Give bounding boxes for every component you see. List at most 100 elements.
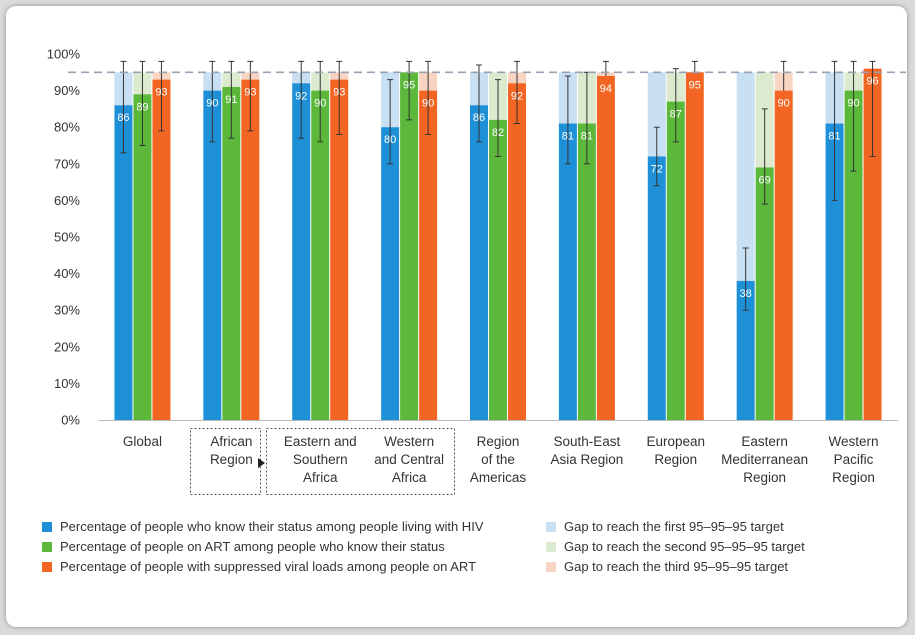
y-tick-label: 20% <box>54 339 80 354</box>
arrow-icon <box>258 458 265 468</box>
bar <box>330 79 349 421</box>
y-tick-label: 0% <box>61 413 80 428</box>
bar <box>863 68 882 420</box>
legend-gaps: Gap to reach the first 95–95–95 target G… <box>546 518 886 578</box>
bar <box>508 83 526 420</box>
legend-item-gap-third: Gap to reach the third 95–95–95 target <box>546 558 886 575</box>
legend-label: Percentage of people with suppressed vir… <box>60 559 477 574</box>
value-label: 94 <box>600 83 612 95</box>
value-label: 81 <box>562 131 574 143</box>
legend-label: Percentage of people on ART among people… <box>60 539 445 554</box>
category-label: European Region <box>646 434 705 467</box>
value-label: 92 <box>295 90 307 102</box>
bar <box>844 90 863 420</box>
value-label: 90 <box>314 98 326 110</box>
x-axis-labels: Global African Region Eastern and Southern Af… <box>123 434 879 485</box>
value-label: 72 <box>651 163 663 175</box>
category-label: African Region <box>210 434 253 467</box>
legend-swatch-light-orange <box>546 562 556 572</box>
value-label: 92 <box>511 90 523 102</box>
bar <box>736 280 755 420</box>
bar <box>114 105 133 421</box>
y-tick-label: 80% <box>54 120 80 135</box>
y-tick-label: 30% <box>54 303 80 318</box>
legend-swatch-light-blue <box>546 522 556 532</box>
bar <box>241 79 260 421</box>
value-label: 91 <box>225 94 237 106</box>
bar <box>774 90 793 420</box>
value-label: 90 <box>778 98 790 110</box>
bar <box>203 90 222 420</box>
bar <box>685 72 704 421</box>
bar <box>222 86 241 420</box>
bar <box>577 123 596 420</box>
category-label: Region of the Americas <box>470 434 527 485</box>
value-label: 89 <box>136 101 148 113</box>
legend-label: Percentage of people who know their stat… <box>60 519 484 534</box>
value-label: 38 <box>740 288 752 300</box>
legend-item-gap-first: Gap to reach the first 95–95–95 target <box>546 518 886 535</box>
bar <box>596 75 615 421</box>
value-label: 96 <box>866 76 878 88</box>
legend-swatch-blue <box>42 522 52 532</box>
gap-bar <box>647 72 666 157</box>
value-label: 81 <box>581 131 593 143</box>
legend-label: Gap to reach the third 95–95–95 target <box>564 559 789 574</box>
gap-bar <box>736 72 755 281</box>
legend-label: Gap to reach the first 95–95–95 target <box>564 519 784 534</box>
value-label: 90 <box>422 98 434 110</box>
bar <box>419 90 438 420</box>
value-label: 86 <box>473 112 485 124</box>
value-label: 86 <box>117 112 129 124</box>
legend-item-know-status: Percentage of people who know their stat… <box>42 518 512 535</box>
bar <box>292 83 311 420</box>
bar <box>825 123 844 420</box>
bar-chart: 0% 10% 20% 30% 40% 50% 60% 70% 80% 90% 100% 86 89 93… <box>47 47 906 495</box>
value-label: 82 <box>492 127 504 139</box>
value-labels: 86 89 93 90 91 93 92 90 93 80 95 90 86 82 92 81 81 94 72 87… <box>117 76 878 300</box>
category-label: Eastern Mediterranean Region <box>721 434 808 485</box>
y-tick-label: 90% <box>54 83 80 98</box>
y-axis: 0% 10% 20% 30% 40% 50% 60% 70% 80% 90% 100% <box>47 47 898 428</box>
value-label: 90 <box>206 98 218 110</box>
bar <box>755 167 774 420</box>
value-label: 90 <box>847 98 859 110</box>
bar <box>133 94 152 420</box>
value-label: 87 <box>670 109 682 121</box>
bar <box>470 105 488 421</box>
category-label: Eastern and Southern Africa <box>284 434 357 485</box>
legend-swatch-green <box>42 542 52 552</box>
legend-swatch-orange <box>42 562 52 572</box>
value-label: 95 <box>689 79 701 91</box>
y-tick-label: 50% <box>54 230 80 245</box>
bar <box>400 72 419 421</box>
y-tick-label: 70% <box>54 156 80 171</box>
value-label: 93 <box>244 87 256 99</box>
legend-bars: Percentage of people who know their stat… <box>42 518 512 578</box>
legend-swatch-light-green <box>546 542 556 552</box>
category-label: Global <box>123 434 162 449</box>
bar <box>381 127 400 420</box>
value-label: 93 <box>333 87 345 99</box>
value-label: 80 <box>384 134 396 146</box>
value-label: 69 <box>759 174 771 186</box>
legend-item-gap-second: Gap to reach the second 95–95–95 target <box>546 538 886 555</box>
y-tick-label: 10% <box>54 376 80 391</box>
bar <box>152 79 171 421</box>
legend-item-suppressed: Percentage of people with suppressed vir… <box>42 558 512 575</box>
value-label: 95 <box>403 79 415 91</box>
bar <box>489 119 507 420</box>
category-label: Western and Central Africa <box>374 434 444 485</box>
legend-label: Gap to reach the second 95–95–95 target <box>564 539 805 554</box>
subregion-bracket <box>266 428 455 495</box>
category-label: Western Pacific Region <box>829 434 879 485</box>
y-tick-label: 60% <box>54 193 80 208</box>
legend-item-on-art: Percentage of people on ART among people… <box>42 538 512 555</box>
bar <box>647 156 666 421</box>
y-tick-label: 100% <box>47 47 81 62</box>
y-tick-label: 40% <box>54 266 80 281</box>
value-label: 81 <box>828 131 840 143</box>
bar <box>558 123 577 420</box>
bar <box>666 101 685 420</box>
value-label: 93 <box>155 87 167 99</box>
